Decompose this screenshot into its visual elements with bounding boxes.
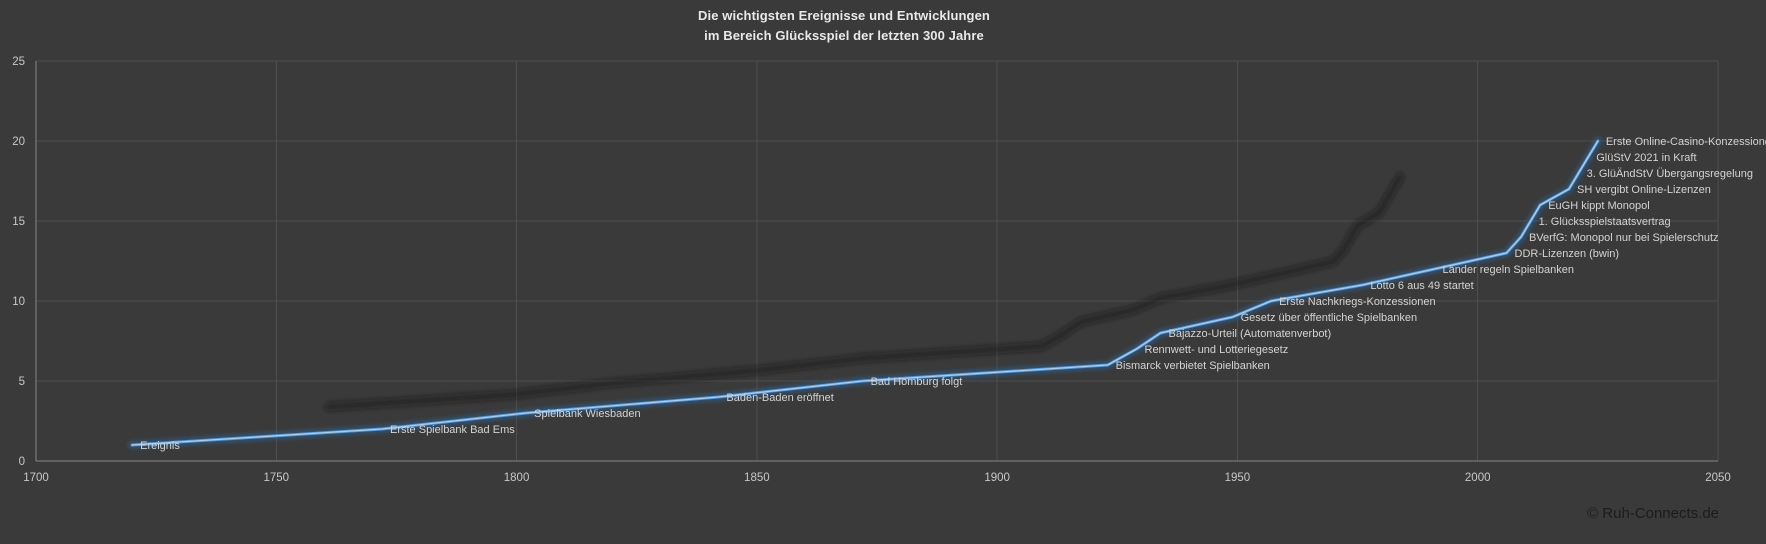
data-label: Erste Online-Casino-Konzessionen <box>1606 136 1766 148</box>
x-axis-tick-label: 1700 <box>23 472 49 484</box>
data-label: Erste Nachkriegs-Konzessionen <box>1279 296 1436 308</box>
data-label: GlüStV 2021 in Kraft <box>1596 152 1696 164</box>
data-label: EuGH kippt Monopol <box>1548 200 1650 212</box>
data-label: Bismarck verbietet Spielbanken <box>1116 360 1270 372</box>
chart-title-line2: im Bereich Glücksspiel der letzten 300 J… <box>704 28 984 43</box>
event-line-shadow <box>324 172 1405 412</box>
x-axis-tick-label: 1800 <box>504 472 530 484</box>
data-label: Gesetz über öffentliche Spielbanken <box>1241 312 1418 324</box>
x-axis-tick-label: 1850 <box>744 472 770 484</box>
x-axis-tick-label: 1900 <box>984 472 1010 484</box>
chart-title-line1: Die wichtigsten Ereignisse und Entwicklu… <box>698 8 990 23</box>
data-label: Rennwett- und Lotteriegesetz <box>1145 344 1289 356</box>
y-axis-tick-label: 0 <box>19 456 25 468</box>
x-axis-tick-label: 2050 <box>1705 472 1731 484</box>
data-label: 3. GlüÄndStV Übergangsregelung <box>1587 168 1753 180</box>
y-axis-tick-label: 25 <box>12 56 25 68</box>
y-axis-tick-label: 10 <box>12 296 25 308</box>
x-axis-tick-label: 1750 <box>263 472 289 484</box>
data-label: 1. Glücksspielstaatsvertrag <box>1539 216 1671 228</box>
data-label: SH vergibt Online-Lizenzen <box>1577 184 1711 196</box>
data-label: Spielbank Wiesbaden <box>534 408 640 420</box>
data-label: Bajazzo-Urteil (Automatenverbot) <box>1169 328 1332 340</box>
data-label: DDR-Lizenzen (bwin) <box>1515 248 1620 260</box>
data-label: Erste Spielbank Bad Ems <box>390 424 515 436</box>
data-label: Ereignis <box>140 440 180 452</box>
event-line <box>130 139 1600 447</box>
event-line-glow <box>127 136 1603 450</box>
y-axis-tick-label: 5 <box>19 376 25 388</box>
event-line-core <box>131 140 1599 446</box>
x-axis-tick-label: 2000 <box>1465 472 1491 484</box>
data-label: Länder regeln Spielbanken <box>1442 264 1574 276</box>
data-label: Bad Homburg folgt <box>871 376 963 388</box>
chart-title: Die wichtigsten Ereignisse und Entwicklu… <box>0 6 1688 46</box>
x-axis-tick-label: 1950 <box>1225 472 1251 484</box>
copyright-text: © Ruh-Connects.de <box>1587 505 1719 522</box>
y-axis-tick-label: 15 <box>12 216 25 228</box>
data-label: BVerfG: Monopol nur bei Spielerschutz <box>1529 232 1719 244</box>
data-label: Baden-Baden eröffnet <box>726 392 833 404</box>
y-axis-tick-label: 20 <box>12 136 25 148</box>
data-label: Lotto 6 aus 49 startet <box>1370 280 1473 292</box>
